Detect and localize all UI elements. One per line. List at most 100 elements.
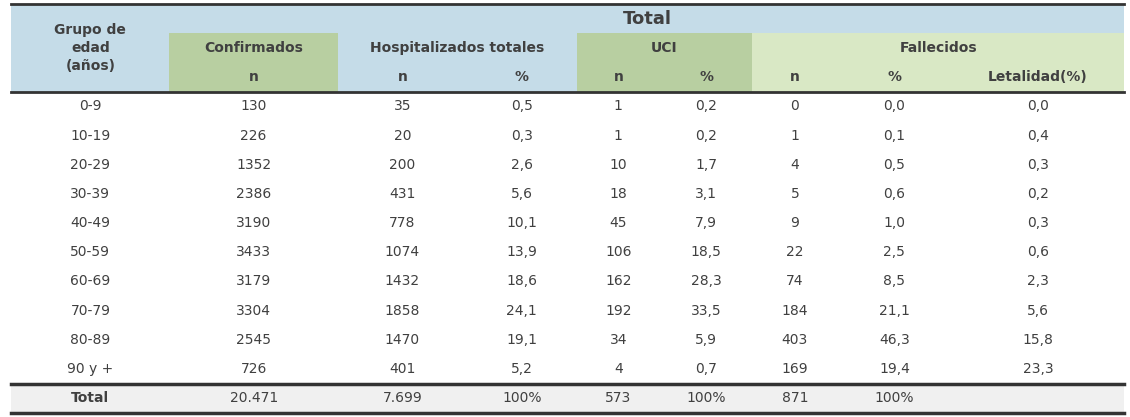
FancyBboxPatch shape bbox=[951, 150, 1124, 179]
FancyBboxPatch shape bbox=[660, 150, 753, 179]
FancyBboxPatch shape bbox=[753, 179, 837, 208]
FancyBboxPatch shape bbox=[951, 92, 1124, 121]
Text: 33,5: 33,5 bbox=[690, 304, 722, 318]
FancyBboxPatch shape bbox=[837, 150, 951, 179]
Text: 30-39: 30-39 bbox=[70, 187, 111, 201]
FancyBboxPatch shape bbox=[837, 238, 951, 267]
FancyBboxPatch shape bbox=[951, 267, 1124, 296]
FancyBboxPatch shape bbox=[170, 179, 338, 208]
FancyBboxPatch shape bbox=[753, 33, 1124, 63]
Text: 100%: 100% bbox=[875, 391, 914, 405]
Text: 0,6: 0,6 bbox=[884, 187, 905, 201]
Text: Grupo de
edad
(años): Grupo de edad (años) bbox=[54, 23, 127, 73]
FancyBboxPatch shape bbox=[837, 208, 951, 238]
Text: Hospitalizados totales: Hospitalizados totales bbox=[371, 41, 545, 55]
Text: 5,2: 5,2 bbox=[511, 362, 532, 376]
FancyBboxPatch shape bbox=[338, 208, 467, 238]
Text: 1,7: 1,7 bbox=[695, 158, 718, 172]
Text: 7.699: 7.699 bbox=[382, 391, 423, 405]
FancyBboxPatch shape bbox=[338, 325, 467, 354]
Text: 18,5: 18,5 bbox=[690, 245, 722, 259]
FancyBboxPatch shape bbox=[467, 150, 576, 179]
FancyBboxPatch shape bbox=[660, 296, 753, 325]
Text: 192: 192 bbox=[605, 304, 632, 318]
Text: 70-79: 70-79 bbox=[70, 304, 111, 318]
Text: 3433: 3433 bbox=[236, 245, 271, 259]
Text: 20: 20 bbox=[393, 128, 411, 143]
FancyBboxPatch shape bbox=[11, 296, 170, 325]
FancyBboxPatch shape bbox=[576, 150, 660, 179]
Text: 5,9: 5,9 bbox=[695, 333, 718, 347]
FancyBboxPatch shape bbox=[951, 63, 1124, 92]
Text: 2386: 2386 bbox=[236, 187, 271, 201]
FancyBboxPatch shape bbox=[467, 384, 576, 413]
FancyBboxPatch shape bbox=[576, 238, 660, 267]
FancyBboxPatch shape bbox=[951, 296, 1124, 325]
Text: 100%: 100% bbox=[502, 391, 541, 405]
Text: 1432: 1432 bbox=[385, 274, 420, 289]
FancyBboxPatch shape bbox=[170, 325, 338, 354]
Text: 2,3: 2,3 bbox=[1027, 274, 1049, 289]
FancyBboxPatch shape bbox=[660, 325, 753, 354]
Text: 1: 1 bbox=[790, 128, 799, 143]
FancyBboxPatch shape bbox=[170, 354, 338, 384]
Text: 50-59: 50-59 bbox=[70, 245, 111, 259]
FancyBboxPatch shape bbox=[576, 121, 660, 150]
FancyBboxPatch shape bbox=[753, 384, 837, 413]
Text: 3304: 3304 bbox=[236, 304, 271, 318]
Text: 0,5: 0,5 bbox=[511, 99, 532, 113]
Text: 1858: 1858 bbox=[384, 304, 420, 318]
Text: 1: 1 bbox=[614, 99, 623, 113]
Text: 226: 226 bbox=[241, 128, 267, 143]
Text: n: n bbox=[398, 70, 407, 84]
FancyBboxPatch shape bbox=[576, 325, 660, 354]
FancyBboxPatch shape bbox=[170, 296, 338, 325]
Text: 19,4: 19,4 bbox=[879, 362, 910, 376]
Text: 0,2: 0,2 bbox=[695, 128, 718, 143]
FancyBboxPatch shape bbox=[467, 267, 576, 296]
Text: 2545: 2545 bbox=[236, 333, 271, 347]
FancyBboxPatch shape bbox=[951, 121, 1124, 150]
Text: 778: 778 bbox=[389, 216, 416, 230]
Text: 5,6: 5,6 bbox=[1027, 304, 1049, 318]
FancyBboxPatch shape bbox=[338, 63, 467, 92]
Text: 1352: 1352 bbox=[236, 158, 271, 172]
FancyBboxPatch shape bbox=[753, 267, 837, 296]
Text: 21,1: 21,1 bbox=[879, 304, 910, 318]
FancyBboxPatch shape bbox=[467, 354, 576, 384]
FancyBboxPatch shape bbox=[576, 179, 660, 208]
FancyBboxPatch shape bbox=[951, 384, 1124, 413]
FancyBboxPatch shape bbox=[11, 150, 170, 179]
Text: 20-29: 20-29 bbox=[70, 158, 111, 172]
Text: 60-69: 60-69 bbox=[70, 274, 111, 289]
FancyBboxPatch shape bbox=[338, 384, 467, 413]
FancyBboxPatch shape bbox=[576, 296, 660, 325]
Text: 0,2: 0,2 bbox=[695, 99, 718, 113]
FancyBboxPatch shape bbox=[338, 179, 467, 208]
FancyBboxPatch shape bbox=[837, 354, 951, 384]
Text: 0,3: 0,3 bbox=[511, 128, 532, 143]
Text: 0,0: 0,0 bbox=[1027, 99, 1049, 113]
FancyBboxPatch shape bbox=[338, 354, 467, 384]
FancyBboxPatch shape bbox=[837, 296, 951, 325]
FancyBboxPatch shape bbox=[338, 267, 467, 296]
Text: n: n bbox=[790, 70, 800, 84]
FancyBboxPatch shape bbox=[837, 121, 951, 150]
Text: 5,6: 5,6 bbox=[511, 187, 532, 201]
Text: 1074: 1074 bbox=[385, 245, 420, 259]
FancyBboxPatch shape bbox=[753, 208, 837, 238]
Text: %: % bbox=[514, 70, 529, 84]
FancyBboxPatch shape bbox=[170, 150, 338, 179]
FancyBboxPatch shape bbox=[753, 325, 837, 354]
Text: Letalidad(%): Letalidad(%) bbox=[988, 70, 1088, 84]
Text: n: n bbox=[614, 70, 624, 84]
FancyBboxPatch shape bbox=[467, 92, 576, 121]
FancyBboxPatch shape bbox=[660, 121, 753, 150]
FancyBboxPatch shape bbox=[660, 63, 753, 92]
Text: 9: 9 bbox=[790, 216, 799, 230]
Text: 80-89: 80-89 bbox=[70, 333, 111, 347]
FancyBboxPatch shape bbox=[753, 150, 837, 179]
Text: 4: 4 bbox=[614, 362, 623, 376]
FancyBboxPatch shape bbox=[170, 208, 338, 238]
Text: 8,5: 8,5 bbox=[884, 274, 905, 289]
